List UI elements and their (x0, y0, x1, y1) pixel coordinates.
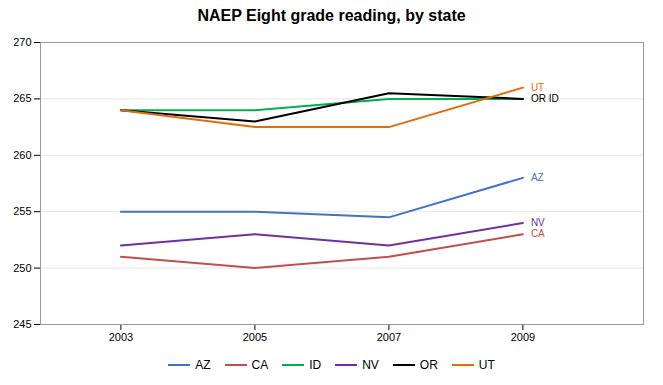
svg-text:260: 260 (13, 149, 31, 161)
svg-text:270: 270 (13, 36, 31, 48)
html-text:CA: CA (251, 358, 269, 372)
html-text:AZ: AZ (195, 358, 211, 372)
svg-text:2009: 2009 (511, 331, 535, 343)
svg-text:255: 255 (13, 205, 31, 217)
svg-text:2003: 2003 (109, 331, 133, 343)
html-text:NV: NV (362, 358, 379, 372)
svg-text:UT: UT (531, 82, 544, 93)
svg-text:CA: CA (531, 228, 545, 239)
svg-text:2005: 2005 (243, 331, 267, 343)
svg-text:2007: 2007 (377, 331, 401, 343)
html-text:NAEP Eight grade reading, by s: NAEP Eight grade reading, by state (197, 7, 466, 24)
html-text:ID: ID (309, 358, 322, 372)
html-text:OR: OR (419, 358, 438, 372)
html-text:UT: UT (478, 358, 495, 372)
svg-text:250: 250 (13, 262, 31, 274)
svg-text:NV: NV (531, 217, 545, 228)
svg-text:265: 265 (13, 92, 31, 104)
svg-text:AZ: AZ (531, 172, 544, 183)
svg-text:245: 245 (13, 318, 31, 330)
svg-text:OR ID: OR ID (531, 93, 559, 104)
